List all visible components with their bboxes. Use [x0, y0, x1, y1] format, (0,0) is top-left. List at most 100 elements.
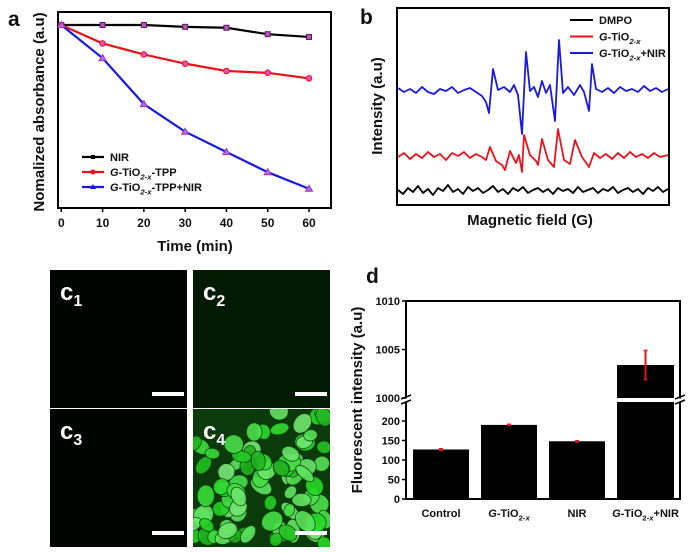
cell: [204, 447, 221, 460]
cell: [230, 486, 247, 507]
label-part: NIR: [110, 152, 129, 164]
legend-marker: [90, 169, 96, 175]
cell: [263, 495, 277, 511]
cell: [303, 429, 318, 442]
cell: [295, 464, 315, 483]
label-part: Control: [421, 508, 460, 520]
bar: [481, 424, 537, 499]
cell: [278, 524, 298, 542]
x-tick-label: 20: [137, 216, 151, 230]
data-point: [223, 24, 230, 31]
cell: [193, 435, 202, 451]
label-part: G: [488, 508, 497, 520]
cell: [269, 409, 289, 421]
y-tick-label: 50: [388, 475, 400, 487]
data-point: [99, 40, 106, 47]
label-part: 2-: [642, 513, 649, 522]
legend-label: G-TiO2-x+NIR: [599, 48, 666, 62]
label-part: 2-x: [628, 53, 641, 62]
label-part: G: [110, 167, 119, 179]
data-point: [140, 51, 148, 58]
legend-marker: [90, 184, 96, 189]
y-tick-label: 1005: [376, 345, 400, 357]
label-part: -TPP: [151, 167, 176, 179]
data-point: [98, 53, 107, 62]
chart-d: Fluorescent intensity (a.u) Control G-TiO…: [349, 296, 686, 522]
cell: [245, 422, 263, 442]
label-part: -TiO: [119, 182, 141, 194]
series-line: [60, 24, 310, 190]
label-letter: c: [203, 279, 216, 306]
data-point: [222, 147, 231, 155]
data-point: [180, 127, 190, 135]
scale-bar: [295, 392, 327, 396]
cell: [269, 422, 290, 436]
y-axis-label: Fluorescent intensity (a.u): [349, 307, 366, 494]
label-part: 2-x: [139, 172, 152, 181]
micrograph-image: [50, 409, 187, 547]
micrograph-image: [50, 270, 187, 408]
x-category-label: G-TiO2-x: [488, 508, 530, 522]
data-point: [182, 23, 189, 30]
micrograph-label: c1: [60, 279, 82, 310]
chart-b: Magnetic field (G) Intensity (a.u) DMPO G…: [369, 7, 670, 229]
cell: [281, 445, 300, 462]
spectrum-line: [397, 39, 669, 135]
cell: [316, 440, 330, 454]
label-part: 2-: [519, 513, 526, 522]
micrograph-label: c3: [60, 418, 82, 449]
micrograph-label: c4: [203, 418, 225, 449]
panel-label-b: b: [360, 6, 373, 29]
data-point: [305, 75, 313, 82]
x-category-label: G-TiO2-x+NIR: [612, 508, 679, 522]
cell: [217, 522, 238, 540]
data-point: [306, 33, 312, 40]
x-tick-label: 30: [178, 216, 192, 230]
spectrum-line: [397, 184, 669, 196]
y-tick-label: 150: [382, 436, 400, 448]
x-axis-label: Magnetic field (G): [467, 212, 593, 229]
legend-label: NIR: [110, 152, 129, 164]
label-part: x: [648, 513, 654, 522]
data-point: [223, 67, 230, 75]
y-tick-label: 1010: [376, 296, 400, 308]
cell: [199, 518, 215, 532]
micrograph-c1: c1: [50, 270, 187, 408]
label-letter: c: [60, 418, 73, 445]
axis-break-gap: [402, 398, 684, 402]
data-point: [56, 20, 66, 28]
y-tick-label: 0: [394, 494, 400, 506]
scale-bar: [295, 531, 327, 535]
label-part: -TiO: [119, 167, 141, 179]
label-part: -TPP+NIR: [151, 182, 201, 194]
label-part: DMPO: [599, 15, 632, 27]
cell: [196, 484, 215, 508]
cell: [217, 463, 236, 481]
label-part: 2-x: [628, 37, 641, 46]
y-tick-label: 200: [382, 416, 400, 428]
spectrum-line: [397, 128, 669, 173]
bar: [617, 402, 674, 499]
cell: [291, 493, 312, 508]
data-point: [263, 167, 273, 176]
cell: [240, 525, 257, 544]
y-tick-label: 1000: [376, 393, 400, 405]
label-letter: c: [203, 418, 216, 445]
x-tick-label: 60: [302, 216, 316, 230]
label-part: +NIR: [640, 48, 665, 60]
x-tick-label: 10: [96, 216, 110, 230]
bar: [413, 449, 469, 499]
cell: [294, 510, 316, 533]
x-category-label: NIR: [568, 508, 587, 520]
cell: [250, 450, 266, 472]
micrograph-image: [193, 270, 330, 408]
label-part: 2-x: [139, 187, 152, 196]
label-part: G: [599, 32, 608, 44]
scale-bar: [152, 392, 184, 396]
label-subscript: 2: [216, 293, 225, 310]
label-letter: c: [60, 279, 73, 306]
legend-label: G-TiO2-x-TPP+NIR: [110, 182, 202, 196]
panel-label-d: d: [366, 265, 379, 288]
cell: [315, 409, 330, 427]
